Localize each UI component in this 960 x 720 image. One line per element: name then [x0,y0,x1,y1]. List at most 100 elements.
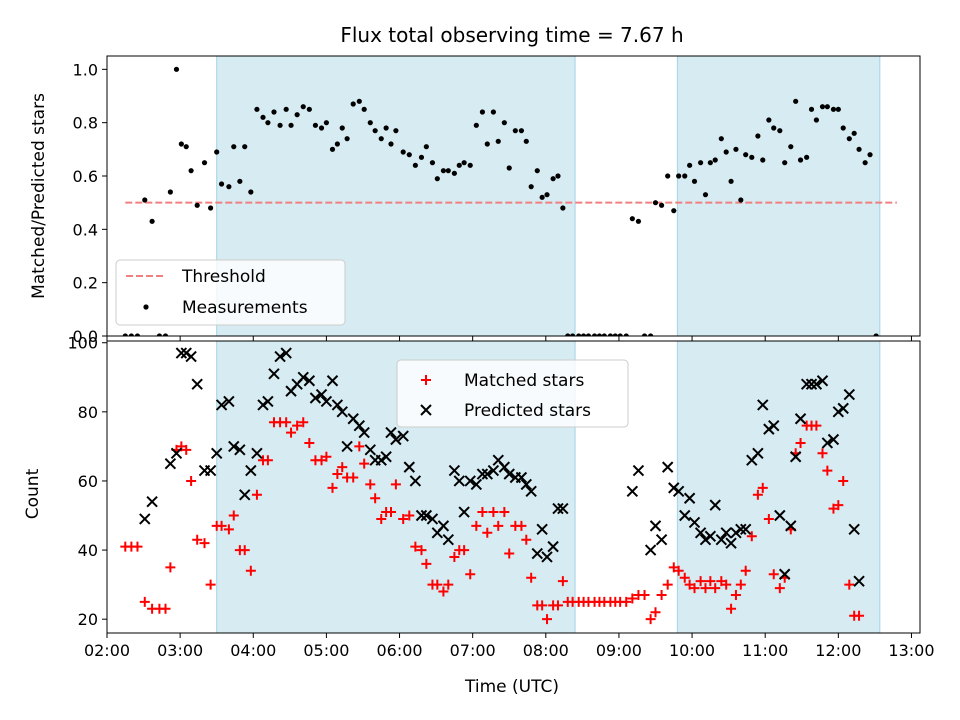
predicted-stars-point [262,395,274,408]
predicted-stars-point [341,440,353,453]
matched-stars-point [376,513,387,524]
measurement-point [576,333,582,336]
top-legend-box [115,259,346,326]
measurement-point [862,160,868,166]
measurement-point [378,136,384,142]
measurement-point [793,98,799,104]
measurement-point [418,154,425,160]
measurement-point [156,333,163,336]
x-tick-label: 05:00 [303,641,349,660]
measurement-point [142,197,148,203]
measurement-point [479,109,486,115]
matched-stars-point [482,527,493,538]
measurement-point [162,333,169,336]
matched-stars-point [488,507,499,518]
measurement-point [819,104,826,110]
matched-stars-point [354,441,365,452]
measurement-point [122,333,128,336]
measurement-point [242,144,248,150]
predicted-stars-point [426,513,439,525]
chart-title: Flux total observing time = 7.67 h [340,23,683,47]
bottom-y-tick-label: 100 [67,334,98,353]
predicted-stars-point [215,399,228,411]
matched-stars-point [262,455,273,466]
measurement-point [400,149,406,155]
predicted-stars-point [774,509,786,522]
measurement-point [570,333,576,336]
bottom-y-tick-label: 20 [78,610,98,629]
matched-stars-point [239,545,250,556]
matched-stars-point [337,462,348,473]
predicted-stars-point [210,447,223,460]
matched-stars-point [700,583,711,594]
measurement-point [312,122,319,128]
matched-stars-point [410,541,421,552]
measurement-point [601,333,607,336]
matched-stars-point [774,583,785,594]
matched-stars-point [245,565,256,576]
matched-stars-point [537,600,548,611]
measurement-point [718,136,724,142]
measurement-point [461,160,467,166]
measurement-point [665,173,671,179]
predicted-stars-point [725,537,737,549]
measurement-point [743,152,749,158]
predicted-stars-point [234,444,246,456]
x-tick-label: 10:00 [669,641,715,660]
measurement-point [846,136,852,142]
measurement-point [339,125,345,131]
top-y-tick-label: 0.0 [73,327,98,346]
predicted-stars-point [476,468,489,480]
matched-stars-point [521,534,532,545]
measurement-point [383,125,389,131]
predicted-stars-point [810,378,823,390]
predicted-stars-point [709,499,721,511]
measurement-point [550,176,556,182]
measurement-point [467,162,473,168]
predicted-stars-point [204,464,217,477]
bottom-y-axis-label: Count [23,468,43,519]
matched-stars-point [735,579,746,590]
x-axis-label: Time (UTC) [464,677,559,697]
matched-stars-point [710,583,721,594]
measurement-point [804,154,810,160]
predicted-stars-point [390,433,402,446]
predicted-stars-point [297,371,309,383]
measurement-point [607,333,614,336]
measurement-point [318,125,325,131]
measurement-point [676,173,682,179]
predicted-stars-point [503,468,515,480]
matched-stars-point [662,579,673,590]
matched-stars-point [726,603,737,614]
matched-stars-point [160,603,171,614]
measurement-point [218,181,225,187]
measurement-point [367,120,373,126]
matched-stars-point [459,545,470,556]
matched-stars-point [621,596,632,607]
top-legend: Threshold Measurements [115,259,346,326]
measurement-point [149,218,155,224]
measurement-point [393,128,399,134]
predicted-stars-point [735,523,747,536]
predicted-stars-point [442,533,454,546]
predicted-stars-point [437,520,450,532]
predicted-stars-point [644,544,657,556]
measurement-point [580,333,587,336]
matched-stars-point [721,579,732,590]
measurement-point [134,333,141,336]
top-y-tick-label: 0.6 [73,167,98,186]
matched-stars-point [650,607,661,618]
measurement-point [260,114,266,120]
matched-stars-point [199,538,210,549]
predicted-stars-point [649,520,662,532]
predicted-stars-point [699,533,712,546]
predicted-stars-point [520,478,533,491]
predicted-stars-point [470,478,483,491]
measurement-point [237,178,243,184]
predicted-stars-point [688,516,701,529]
measurement-point [361,106,367,112]
x-tick-label: 04:00 [230,641,276,660]
bottom-panel: Count Time (UTC) 20 40 60 80 100 02:00 03:00 04… [23,334,935,697]
matched-stars-point [298,417,309,428]
measurement-point [652,200,659,206]
